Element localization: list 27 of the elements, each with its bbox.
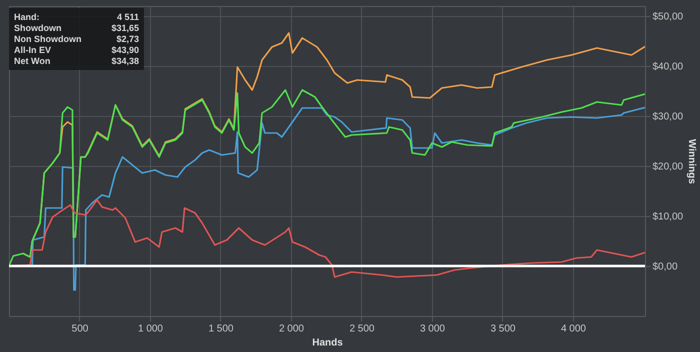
y-tick-label: $50,00 (652, 12, 684, 22)
annotation: Showdown (14, 23, 62, 33)
x-tick-label: 1 500 (208, 324, 234, 334)
annotation: Non Showdown (14, 34, 82, 44)
annotation: $34,38 (112, 56, 140, 66)
annotation: Hand: (14, 12, 40, 22)
annotation: All-In EV (14, 45, 52, 55)
x-tick-label: 2 500 (349, 324, 375, 334)
y-axis-title: Winnings (686, 139, 698, 184)
x-tick-label: 2 000 (278, 324, 304, 334)
y-tick-label: $0,00 (652, 262, 678, 272)
annotation: $43,90 (112, 45, 140, 55)
x-tick-label: 500 (72, 324, 89, 334)
annotation: $31,65 (112, 23, 140, 33)
line-series (9, 89, 645, 267)
y-tick-label: $40,00 (652, 62, 684, 72)
x-tick-label: 4 000 (560, 324, 586, 334)
x-tick-label: 1 000 (138, 324, 164, 334)
x-tick-label: 3 000 (420, 324, 446, 334)
annotation: $2,73 (116, 34, 140, 44)
x-axis-title: Hands (312, 338, 344, 348)
y-tick-label: $20,00 (652, 162, 684, 172)
x-tick-label: 3 500 (490, 324, 516, 334)
annotation: 4 511 (116, 12, 140, 22)
annotation: Net Won (14, 56, 52, 66)
y-tick-label: $30,00 (652, 112, 684, 122)
y-tick-label: $10,00 (652, 212, 684, 222)
